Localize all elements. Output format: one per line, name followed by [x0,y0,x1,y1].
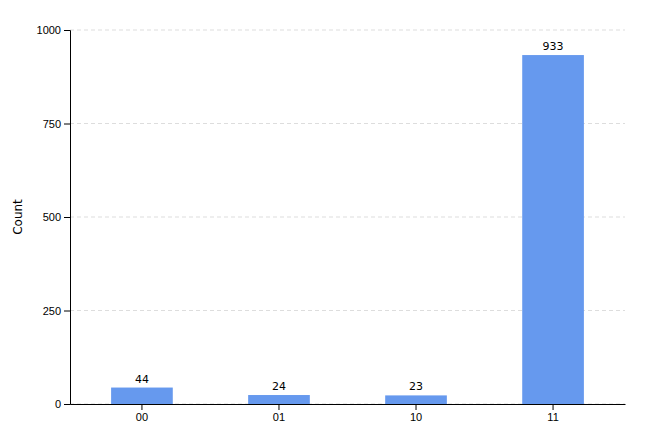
chart-container: 0 250 500 750 1000 00 01 10 11 44 24 23 933 Count [0,0,645,444]
bar [248,395,310,404]
bar [385,395,447,404]
y-axis-line [64,31,71,405]
data-label: 23 [409,380,423,393]
y-tick: 1000 [37,24,70,36]
y-tick-label: 0 [55,398,61,410]
bar [111,388,173,404]
y-tick-mark [64,217,70,218]
y-tick-label: 250 [43,305,61,317]
bar [522,55,584,404]
y-axis: 0 250 500 750 1000 [37,24,71,410]
plot-area: 0 250 500 750 1000 00 01 10 11 44 24 23 933 [37,24,626,423]
x-axis: 00 01 10 11 [71,404,626,423]
y-tick: 750 [43,118,70,130]
grid-line [70,30,625,31]
x-tick-label: 01 [273,411,285,423]
data-label: 24 [272,380,286,393]
bars [111,55,584,404]
grid [70,30,625,404]
data-label: 44 [135,373,149,386]
y-tick: 0 [55,398,70,410]
y-tick-label: 750 [43,118,61,130]
y-tick-mark [64,404,70,405]
y-axis-title: Count [11,199,25,235]
y-tick-label: 1000 [37,24,61,36]
x-tick: 11 [547,404,558,423]
x-tick-label: 11 [547,411,558,423]
y-tick: 250 [43,305,70,317]
x-tick: 00 [136,404,148,423]
data-label: 933 [543,40,564,53]
x-tick-mark [416,404,417,410]
x-tick: 10 [410,404,422,423]
y-tick: 500 [43,211,70,223]
x-tick-mark [553,404,554,410]
data-labels: 44 24 23 933 [135,40,564,393]
x-tick-mark [141,404,142,410]
x-axis-line [71,404,626,405]
y-tick-mark [64,124,70,125]
y-tick-mark [64,311,70,312]
y-tick-label: 500 [43,211,61,223]
y-tick-mark [64,30,70,31]
chart-svg: 0 250 500 750 1000 00 01 10 11 44 24 23 933 Count [0,0,645,444]
x-tick-label: 00 [136,411,148,423]
x-tick-label: 10 [410,411,422,423]
x-tick: 01 [273,404,285,423]
x-tick-mark [278,404,279,410]
